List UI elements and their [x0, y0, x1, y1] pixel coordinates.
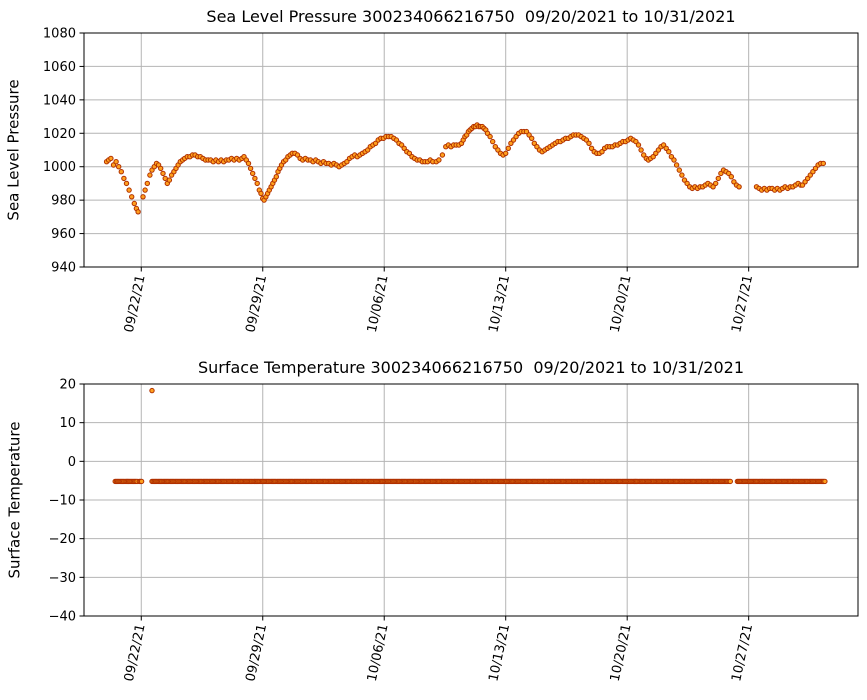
- temperature-y-tick-label: −30: [49, 571, 76, 586]
- pressure-data-points: [103, 122, 826, 215]
- temperature-x-tick-label: 09/29/21: [243, 623, 270, 683]
- pressure-y-tick-label: 940: [51, 261, 76, 276]
- pressure-plot-area: 940 960 980 1000 1020 1040 1060 1080 09/22/21 09/…: [43, 27, 859, 334]
- temperature-y-tick-label: −40: [49, 610, 76, 625]
- pressure-tick-marks: [79, 32, 750, 272]
- temperature-chart-title: Surface Temperature 300234066216750 09/2…: [197, 358, 744, 377]
- pressure-x-tick-label: 10/20/21: [608, 274, 635, 334]
- temperature-y-axis-label: Surface Temperature: [5, 421, 23, 579]
- temperature-tick-labels: −40 −30 −20 −10 0 10 20 09/22/21 09/29/21 10/06/2…: [49, 378, 757, 683]
- temperature-x-tick-label: 10/13/21: [486, 623, 513, 683]
- temperature-y-tick-label: 20: [59, 378, 76, 393]
- temperature-data-points: [112, 387, 828, 485]
- temperature-gridlines: [84, 383, 858, 617]
- pressure-y-tick-label: 1040: [43, 93, 76, 108]
- temperature-x-tick-label: 10/20/21: [608, 623, 635, 683]
- pressure-x-tick-label: 09/29/21: [243, 274, 270, 334]
- pressure-ylabel-wrap: Sea Level Pressure: [1, 33, 27, 267]
- pressure-y-tick-label: 1020: [43, 127, 76, 142]
- temperature-plot-area: −40 −30 −20 −10 0 10 20 09/22/21 09/29/21 10/06/2…: [49, 378, 859, 683]
- temperature-x-tick-label: 10/27/21: [729, 623, 756, 683]
- pressure-x-tick-label: 10/27/21: [729, 274, 756, 334]
- pressure-tick-labels: 940 960 980 1000 1020 1040 1060 1080 09/22/21 09/…: [43, 27, 756, 334]
- temperature-y-tick-label: −20: [49, 532, 76, 547]
- pressure-y-tick-label: 960: [51, 227, 76, 242]
- temperature-y-tick-label: 10: [59, 416, 76, 431]
- pressure-y-tick-label: 1060: [43, 60, 76, 75]
- temperature-y-tick-label: 0: [68, 455, 76, 470]
- pressure-x-tick-label: 10/13/21: [486, 274, 513, 334]
- pressure-axes-frame: [83, 32, 859, 268]
- temperature-ylabel-wrap: Surface Temperature: [1, 384, 27, 616]
- temperature-x-tick-label: 09/22/21: [122, 623, 149, 683]
- temperature-x-tick-label: 10/06/21: [365, 623, 392, 683]
- temperature-y-tick-label: −10: [49, 494, 76, 509]
- pressure-x-tick-label: 10/06/21: [365, 274, 392, 334]
- pressure-x-tick-label: 09/22/21: [122, 274, 149, 334]
- pressure-y-tick-label: 1080: [43, 27, 76, 42]
- pressure-y-tick-label: 1000: [43, 160, 76, 175]
- pressure-gridlines: [84, 32, 858, 268]
- temperature-tick-marks: [79, 383, 750, 621]
- pressure-y-axis-label: Sea Level Pressure: [5, 79, 23, 221]
- pressure-y-tick-label: 980: [51, 194, 76, 209]
- pressure-chart-title: Sea Level Pressure 300234066216750 09/20…: [206, 7, 736, 26]
